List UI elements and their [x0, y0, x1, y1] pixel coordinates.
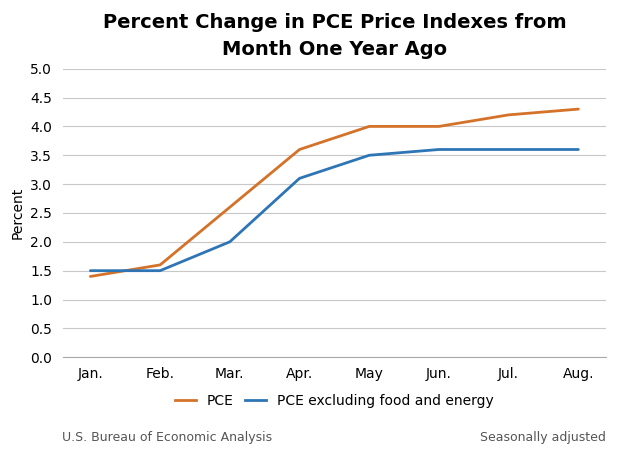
Text: U.S. Bureau of Economic Analysis: U.S. Bureau of Economic Analysis [62, 431, 272, 444]
PCE [435, 124, 442, 129]
PCE [296, 147, 303, 152]
PCE excluding food and energy [505, 147, 512, 152]
Text: Seasonally adjusted: Seasonally adjusted [481, 431, 606, 444]
PCE excluding food and energy [435, 147, 442, 152]
Y-axis label: Percent: Percent [11, 187, 24, 239]
PCE [226, 204, 234, 210]
PCE excluding food and energy [226, 239, 234, 245]
PCE excluding food and energy [574, 147, 582, 152]
PCE excluding food and energy [156, 268, 164, 273]
Line: PCE: PCE [91, 109, 578, 277]
Title: Percent Change in PCE Price Indexes from
Month One Year Ago: Percent Change in PCE Price Indexes from… [102, 13, 566, 59]
PCE [574, 106, 582, 112]
Line: PCE excluding food and energy: PCE excluding food and energy [91, 149, 578, 271]
PCE [156, 262, 164, 267]
PCE excluding food and energy [87, 268, 94, 273]
PCE excluding food and energy [296, 175, 303, 181]
Legend: PCE, PCE excluding food and energy: PCE, PCE excluding food and energy [175, 394, 494, 408]
PCE [87, 274, 94, 279]
PCE excluding food and energy [366, 153, 373, 158]
PCE [505, 112, 512, 118]
PCE [366, 124, 373, 129]
